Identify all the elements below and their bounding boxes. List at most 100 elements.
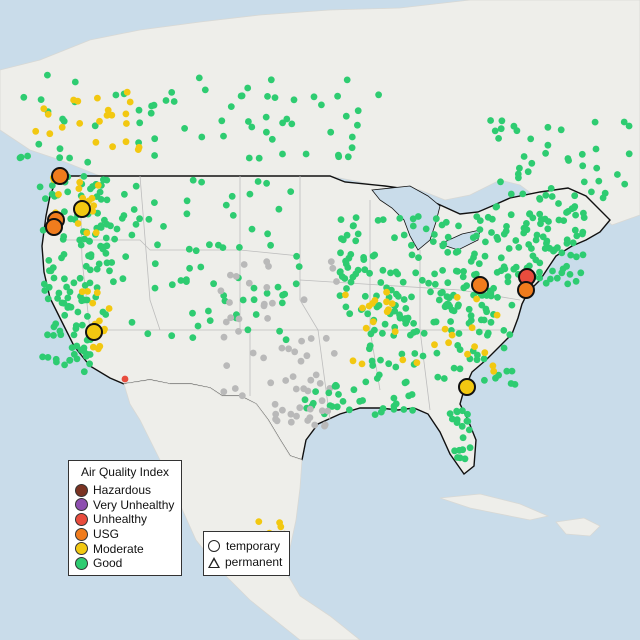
- good-marker: [354, 121, 361, 129]
- good-marker: [250, 296, 258, 304]
- good-marker: [198, 133, 206, 141]
- nodata-marker: [307, 335, 315, 342]
- good-marker: [570, 204, 578, 212]
- good-marker: [198, 178, 206, 186]
- good-marker: [579, 251, 587, 259]
- good-marker: [448, 415, 456, 423]
- good-marker: [35, 140, 43, 148]
- good-marker: [81, 282, 89, 289]
- good-marker: [318, 101, 325, 109]
- good-swatch: [75, 556, 88, 570]
- moderate-marker: [371, 297, 379, 304]
- moderate-marker: [383, 308, 391, 316]
- good-marker: [352, 270, 360, 278]
- good-marker: [245, 154, 253, 162]
- good-marker: [359, 397, 366, 404]
- good-marker: [362, 378, 370, 386]
- good-marker: [442, 218, 450, 226]
- good-marker: [504, 273, 512, 281]
- good-marker: [61, 275, 68, 283]
- good-marker: [542, 191, 550, 199]
- good-marker: [290, 96, 298, 104]
- good-marker: [458, 422, 466, 430]
- moderate-marker: [134, 146, 142, 154]
- good-marker: [78, 297, 86, 305]
- legend-label: Hazardous: [93, 483, 152, 498]
- legend-label: Moderate: [93, 541, 144, 556]
- good-marker: [465, 426, 473, 434]
- good-marker: [341, 275, 349, 282]
- good-marker: [59, 115, 66, 123]
- good-marker: [379, 216, 387, 224]
- good-marker: [500, 344, 508, 352]
- good-marker: [460, 284, 468, 292]
- good-marker: [456, 365, 464, 373]
- moderate-marker: [445, 339, 452, 347]
- nodata-marker: [279, 406, 286, 414]
- good-marker: [516, 164, 523, 172]
- nodata-marker: [311, 421, 319, 429]
- good-marker: [410, 320, 417, 327]
- good-marker: [444, 279, 452, 287]
- good-marker: [145, 215, 153, 223]
- good-marker: [244, 326, 252, 334]
- nodata-marker: [220, 333, 228, 341]
- good-marker: [387, 269, 394, 277]
- nodata-marker: [321, 421, 329, 429]
- good-marker: [420, 329, 428, 337]
- good-marker: [106, 267, 113, 275]
- good-marker: [480, 355, 488, 363]
- good-marker: [536, 274, 544, 282]
- good-marker: [328, 403, 336, 410]
- nodata-marker: [240, 261, 248, 268]
- good-marker: [222, 201, 230, 209]
- monitor-type-legend: temporary permanent: [203, 531, 290, 576]
- good-marker: [621, 180, 629, 188]
- good-marker: [500, 230, 508, 238]
- triangle-icon: [208, 556, 220, 568]
- good-marker: [566, 271, 574, 278]
- good-marker: [545, 218, 552, 225]
- good-marker: [339, 236, 347, 244]
- moderate-marker: [464, 350, 471, 358]
- good-marker: [459, 273, 467, 281]
- moderate-marker: [79, 194, 87, 202]
- good-marker: [103, 176, 111, 184]
- usg-temporary-marker: [517, 281, 535, 299]
- good-marker: [526, 210, 534, 218]
- good-marker: [229, 212, 237, 219]
- moderate-marker: [391, 328, 399, 335]
- good-marker: [102, 234, 110, 242]
- moderate-marker: [75, 185, 83, 193]
- good-marker: [520, 229, 528, 237]
- moderate-marker: [473, 295, 480, 303]
- good-marker: [528, 245, 535, 252]
- good-marker: [588, 188, 595, 196]
- good-marker: [425, 279, 432, 287]
- nodata-marker: [291, 348, 299, 356]
- good-marker: [238, 92, 246, 100]
- good-marker: [550, 247, 557, 255]
- nodata-marker: [329, 264, 337, 272]
- good-marker: [567, 251, 575, 259]
- good-marker: [571, 192, 579, 200]
- moderate-marker: [453, 293, 461, 301]
- good-marker: [302, 150, 310, 158]
- good-marker: [352, 214, 360, 222]
- moderate-marker: [399, 356, 407, 364]
- nodata-marker: [307, 376, 315, 384]
- moderate-temporary-marker: [85, 323, 103, 341]
- good-marker: [39, 353, 46, 361]
- good-marker: [555, 200, 562, 207]
- nodata-marker: [265, 262, 272, 270]
- good-marker: [20, 93, 28, 101]
- good-marker: [64, 188, 72, 196]
- good-marker: [327, 128, 335, 136]
- good-marker: [563, 240, 571, 247]
- good-marker: [107, 222, 114, 230]
- unhealthy-swatch: [75, 512, 88, 526]
- moderate-marker: [255, 518, 263, 525]
- great-lakes: [371, 185, 441, 251]
- good-marker: [466, 444, 474, 452]
- good-marker: [579, 162, 587, 170]
